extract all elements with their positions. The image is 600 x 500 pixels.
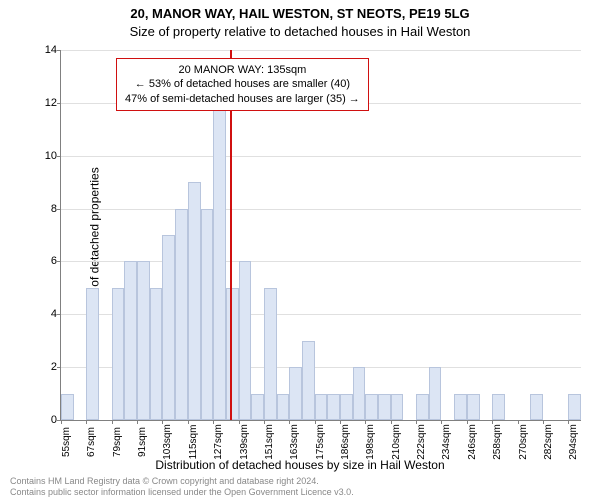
histogram-bar	[175, 209, 188, 420]
histogram-bar	[365, 394, 378, 420]
histogram-bar	[492, 394, 505, 420]
histogram-bar	[86, 288, 99, 420]
histogram-bar	[226, 288, 239, 420]
footer-line2: Contains public sector information licen…	[10, 487, 354, 498]
histogram-bar	[391, 394, 404, 420]
histogram-bar	[251, 394, 264, 420]
x-tick-label: 91sqm	[137, 427, 148, 457]
y-tick-label: 12	[45, 97, 57, 109]
histogram-bar	[429, 367, 442, 420]
histogram-bar	[467, 394, 480, 420]
y-tick-label: 2	[51, 361, 57, 373]
x-tick-label: 198sqm	[365, 424, 376, 460]
histogram-bar	[264, 288, 277, 420]
title-sub: Size of property relative to detached ho…	[0, 24, 600, 39]
histogram-bar	[124, 261, 137, 420]
x-tick-label: 210sqm	[391, 424, 402, 460]
histogram-bar	[416, 394, 429, 420]
y-tick-label: 10	[45, 150, 57, 162]
gridline	[61, 50, 581, 51]
x-tick-label: 79sqm	[112, 427, 123, 457]
x-tick-label: 139sqm	[239, 424, 250, 460]
histogram-bar	[340, 394, 353, 420]
gridline	[61, 156, 581, 157]
x-tick-label: 246sqm	[467, 424, 478, 460]
x-tick-label: 163sqm	[289, 424, 300, 460]
histogram-bar	[454, 394, 467, 420]
x-tick-label: 186sqm	[340, 424, 351, 460]
chart-container: 20, MANOR WAY, HAIL WESTON, ST NEOTS, PE…	[0, 0, 600, 500]
x-tick-label: 55sqm	[61, 427, 72, 457]
histogram-bar	[568, 394, 581, 420]
x-tick-label: 115sqm	[188, 425, 199, 460]
info-box: 20 MANOR WAY: 135sqm← 53% of detached ho…	[116, 58, 369, 111]
x-tick-label: 234sqm	[441, 424, 452, 460]
histogram-bar	[277, 394, 290, 420]
x-tick-label: 282sqm	[543, 424, 554, 460]
x-tick-label: 222sqm	[416, 424, 427, 460]
x-tick-label: 127sqm	[213, 424, 224, 460]
x-tick-label: 258sqm	[492, 424, 503, 460]
histogram-bar	[302, 341, 315, 420]
x-axis-label: Distribution of detached houses by size …	[0, 458, 600, 472]
histogram-bar	[378, 394, 391, 420]
x-tick-label: 175sqm	[315, 424, 326, 460]
histogram-bar	[213, 103, 226, 420]
gridline	[61, 209, 581, 210]
histogram-bar	[239, 261, 252, 420]
info-box-line3: 47% of semi-detached houses are larger (…	[125, 92, 360, 106]
histogram-bar	[150, 288, 163, 420]
x-tick-label: 270sqm	[518, 424, 529, 460]
y-tick-label: 6	[51, 255, 57, 267]
histogram-bar	[201, 209, 214, 420]
y-tick-label: 14	[45, 44, 57, 56]
y-tick-label: 4	[51, 308, 57, 320]
histogram-bar	[327, 394, 340, 420]
x-tick-label: 294sqm	[568, 424, 579, 460]
histogram-bar	[61, 394, 74, 420]
info-box-line2: ← 53% of detached houses are smaller (40…	[125, 77, 360, 91]
histogram-bar	[289, 367, 302, 420]
x-tick-label: 67sqm	[86, 427, 97, 457]
histogram-bar	[112, 288, 125, 420]
y-tick-label: 0	[51, 414, 57, 426]
footer: Contains HM Land Registry data © Crown c…	[10, 476, 354, 498]
title-main: 20, MANOR WAY, HAIL WESTON, ST NEOTS, PE…	[0, 6, 600, 21]
histogram-bar	[315, 394, 328, 420]
histogram-bar	[530, 394, 543, 420]
x-tick-label: 103sqm	[162, 424, 173, 460]
histogram-bar	[137, 261, 150, 420]
histogram-bar	[188, 182, 201, 420]
y-tick-label: 8	[51, 203, 57, 215]
footer-line1: Contains HM Land Registry data © Crown c…	[10, 476, 354, 487]
x-tick-label: 151sqm	[264, 424, 275, 460]
info-box-line1: 20 MANOR WAY: 135sqm	[125, 63, 360, 77]
histogram-bar	[162, 235, 175, 420]
histogram-bar	[353, 367, 366, 420]
plot-area: 0246810121455sqm67sqm79sqm91sqm103sqm115…	[60, 50, 581, 421]
